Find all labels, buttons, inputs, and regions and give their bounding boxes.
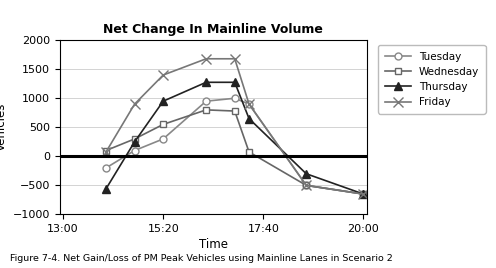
Friday: [303, 184, 309, 187]
Wednesday: [203, 108, 209, 111]
Thursday: [232, 81, 238, 84]
Text: Figure 7-4. Net Gain/Loss of PM Peak Vehicles using Mainline Lanes in Scenario 2: Figure 7-4. Net Gain/Loss of PM Peak Veh…: [10, 254, 393, 263]
Thursday: [361, 192, 367, 196]
Friday: [131, 102, 137, 106]
Tuesday: [131, 149, 137, 152]
Y-axis label: Vehicles: Vehicles: [0, 103, 8, 151]
Wednesday: [131, 137, 137, 140]
Wednesday: [361, 192, 367, 196]
Tuesday: [203, 99, 209, 103]
Line: Thursday: Thursday: [102, 78, 368, 198]
Wednesday: [232, 109, 238, 113]
Tuesday: [361, 192, 367, 196]
Line: Tuesday: Tuesday: [103, 95, 367, 198]
Thursday: [131, 140, 137, 143]
Line: Wednesday: Wednesday: [103, 106, 367, 198]
Thursday: [160, 99, 166, 103]
Friday: [160, 73, 166, 77]
Legend: Tuesday, Wednesday, Thursday, Friday: Tuesday, Wednesday, Thursday, Friday: [378, 45, 486, 114]
Friday: [203, 57, 209, 60]
Wednesday: [246, 150, 252, 154]
Friday: [103, 150, 109, 154]
Tuesday: [232, 97, 238, 100]
Tuesday: [303, 184, 309, 187]
Friday: [361, 192, 367, 196]
Tuesday: [103, 166, 109, 170]
Thursday: [246, 117, 252, 120]
Tuesday: [160, 137, 166, 140]
Wednesday: [103, 149, 109, 152]
Friday: [246, 102, 252, 106]
Title: Net Change In Mainline Volume: Net Change In Mainline Volume: [103, 23, 323, 36]
Line: Friday: Friday: [101, 54, 369, 199]
Thursday: [203, 81, 209, 84]
Thursday: [103, 187, 109, 191]
Wednesday: [160, 123, 166, 126]
Wednesday: [303, 184, 309, 187]
Thursday: [303, 172, 309, 175]
Friday: [232, 57, 238, 60]
X-axis label: Time: Time: [199, 238, 228, 251]
Tuesday: [246, 102, 252, 106]
